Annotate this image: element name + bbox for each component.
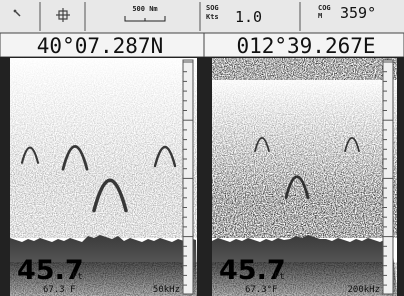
latitude: 40°07.287N	[37, 34, 163, 58]
frequency: 200kHz	[347, 285, 380, 295]
sonar-screen: 500 Nm SOG Kts 1.0 COG M 359° 40°07.287N…	[0, 0, 404, 296]
depth-unit: Ft	[274, 272, 285, 282]
cog-value: 359°	[340, 4, 376, 22]
sog-label: SOG	[206, 4, 219, 12]
sonar-clear	[212, 80, 397, 200]
depth-scale	[383, 60, 393, 294]
water-temperature: 67.3 F	[43, 285, 76, 295]
cog-unit: M	[318, 12, 322, 20]
longitude: 012°39.267E	[236, 34, 375, 58]
cog-label: COG	[318, 4, 331, 12]
scale-label: 500 Nm	[132, 5, 157, 13]
frequency: 50kHz	[153, 285, 180, 295]
depth-unit: Ft	[72, 272, 83, 282]
water-temperature: 67.3°F	[245, 285, 278, 295]
depth-scale	[183, 60, 193, 294]
sog-unit: Kts	[206, 13, 219, 21]
sog-value: 1.0	[235, 8, 262, 26]
